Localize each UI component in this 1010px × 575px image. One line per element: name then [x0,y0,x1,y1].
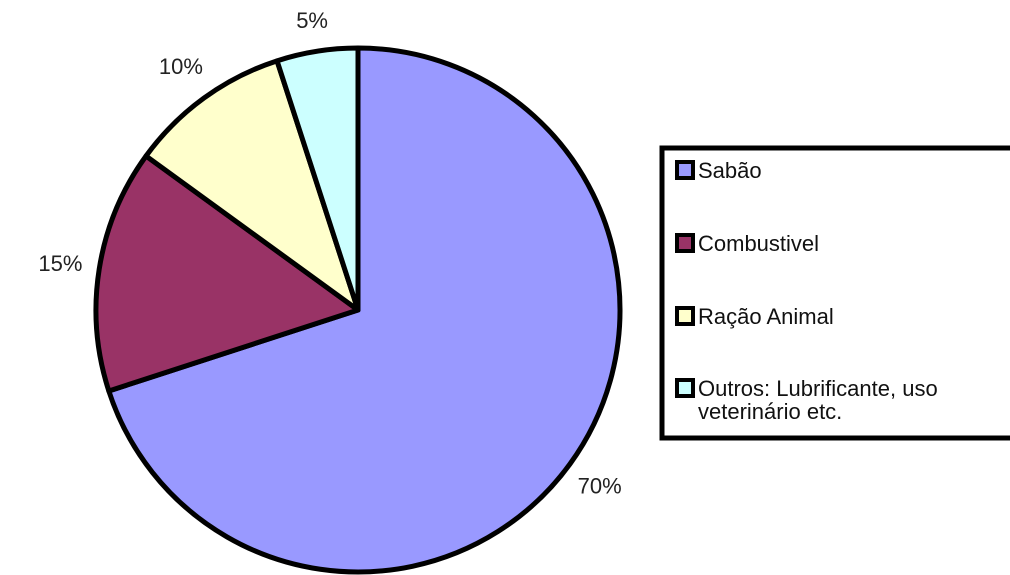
slice-value-label: 5% [296,8,328,33]
legend: Sabão Combustivel Ração Animal Outros: Lubr… [659,145,1010,441]
legend-label: Outros: Lubrificante, uso [698,376,938,401]
legend-frame [659,145,1010,441]
legend-swatch [675,160,695,180]
pie-slice-3 [143,58,361,313]
slice-value-label: 70% [578,474,622,499]
legend-label: Combustivel [698,231,819,256]
pie-slice-4 [274,45,361,313]
legend-label: Sabão [698,158,762,183]
pie-slice-2 [93,153,361,394]
legend-swatch [675,233,695,253]
slice-value-labels: 70% 15% 10% 5% [38,8,621,498]
legend-swatch [675,378,695,398]
legend-label: Ração Animal [698,304,834,329]
pie-slices [93,45,623,575]
slice-value-label: 10% [159,54,203,79]
slice-value-label: 15% [38,251,82,276]
legend-swatch [675,306,695,326]
pie-slice-1 [106,45,623,575]
legend-label: veterinário etc. [698,399,842,424]
